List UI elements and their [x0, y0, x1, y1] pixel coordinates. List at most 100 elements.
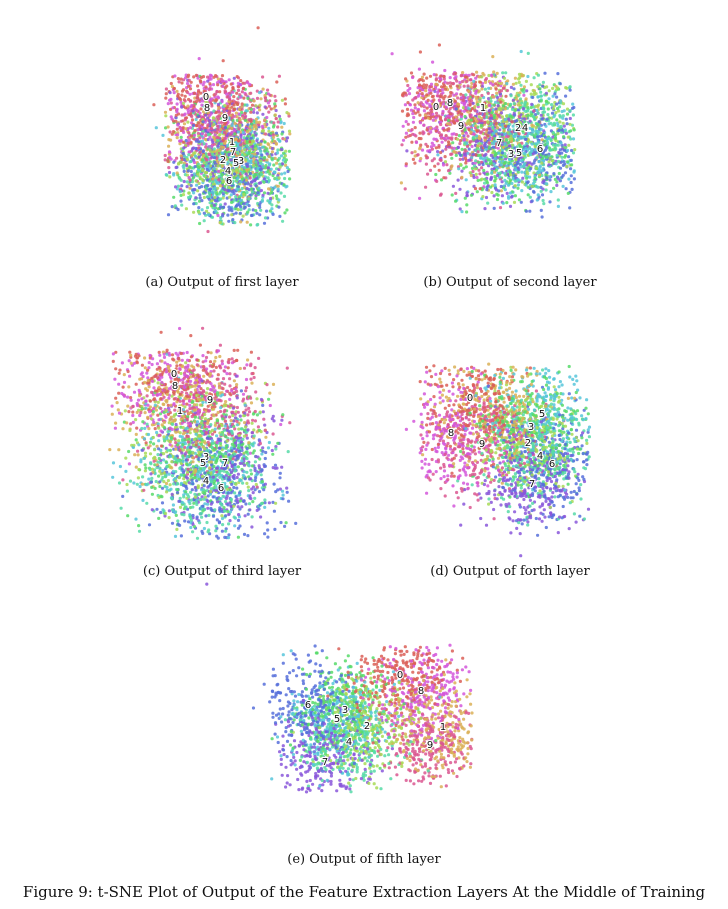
scatter-point-class-6 — [485, 188, 489, 192]
scatter-point-class-0 — [192, 75, 196, 79]
scatter-point-class-5 — [494, 129, 498, 133]
scatter-point-class-2 — [241, 214, 245, 218]
scatter-point-class-1 — [234, 111, 238, 115]
scatter-point-class-3 — [546, 107, 550, 111]
scatter-point-class-5 — [497, 151, 501, 155]
scatter-point-class-1 — [456, 102, 461, 106]
scatter-point-class-1 — [495, 91, 499, 95]
scatter-point-class-9 — [180, 113, 184, 117]
scatter-point-class-6 — [274, 131, 279, 135]
scatter-point-class-6 — [212, 156, 217, 160]
scatter-point-class-9 — [419, 101, 423, 105]
scatter-point-class-1 — [239, 220, 243, 224]
scatter-point-class-4 — [508, 132, 512, 136]
scatter-point-class-3 — [507, 161, 511, 165]
scatter-point-class-6 — [555, 102, 559, 106]
scatter-point-class-7 — [511, 98, 515, 102]
scatter-point-class-2 — [542, 103, 546, 107]
scatter-point-class-0 — [406, 101, 410, 105]
scatter-point-class-9 — [468, 113, 472, 117]
scatter-point-class-9 — [228, 109, 232, 113]
scatter-point-class-6 — [556, 72, 560, 76]
scatter-point-class-9 — [454, 191, 458, 195]
scatter-point-class-1 — [530, 123, 534, 127]
scatter-point-class-7 — [263, 105, 267, 109]
scatter-point-class-0 — [400, 109, 405, 113]
scatter-point-class-6 — [245, 137, 249, 141]
scatter-point-class-0 — [193, 129, 197, 133]
scatter-point-class-4 — [554, 147, 558, 151]
scatter-point-class-7 — [182, 179, 186, 184]
scatter-point-class-4 — [542, 202, 546, 206]
scatter-point-class-3 — [268, 172, 272, 176]
scatter-point-class-5 — [499, 163, 503, 167]
scatter-point-class-0 — [181, 140, 185, 144]
scatter-point-class-6 — [170, 521, 175, 525]
scatter-point-class-0 — [225, 84, 229, 88]
scatter-point-class-7 — [468, 158, 472, 162]
scatter-point-class-5 — [475, 134, 479, 138]
scatter-point-class-6 — [558, 179, 563, 183]
scatter-point-class-8 — [265, 115, 269, 120]
scatter-point-class-5 — [214, 209, 218, 213]
scatter-point-class-8 — [201, 83, 205, 87]
scatter-point-class-2 — [480, 177, 484, 181]
scatter-point-class-0 — [437, 43, 441, 47]
scatter-point-class-6 — [565, 122, 569, 126]
scatter-point-class-8 — [187, 150, 191, 154]
scatter-point-class-7 — [465, 191, 469, 195]
scatter-point-class-9 — [187, 131, 191, 135]
scatter-point-class-3 — [486, 158, 490, 162]
scatter-point-class-3 — [513, 194, 518, 198]
scatter-point-class-8 — [474, 76, 478, 80]
scatter-point-class-2 — [510, 143, 514, 147]
scatter-point-class-1 — [265, 158, 269, 162]
scatter-point-class-7 — [168, 91, 172, 95]
scatter-point-class-2 — [550, 159, 555, 163]
scatter-point-class-7 — [508, 144, 512, 148]
scatter-point-class-6 — [191, 188, 195, 192]
scatter-point-class-1 — [434, 82, 438, 86]
scatter-point-class-0 — [416, 110, 420, 114]
scatter-point-class-8 — [431, 118, 435, 122]
scatter-point-class-5 — [194, 117, 198, 122]
scatter-point-class-4 — [202, 219, 206, 223]
scatter-point-class-1 — [273, 113, 277, 117]
scatter-point-class-5 — [268, 200, 272, 204]
scatter-point-class-1 — [276, 184, 280, 188]
scatter-point-class-7 — [509, 195, 514, 199]
scatter-point-class-2 — [184, 207, 188, 211]
scatter-point-class-8 — [183, 112, 187, 116]
scatter-point-class-5 — [498, 160, 502, 164]
scatter-point-class-9 — [436, 94, 440, 98]
scatter-point-class-3 — [557, 171, 561, 176]
scatter-point-class-7 — [270, 146, 274, 151]
scatter-point-class-8 — [441, 163, 446, 167]
scatter-point-class-6 — [530, 199, 534, 203]
scatter-point-class-0 — [410, 140, 414, 144]
scatter-point-class-8 — [432, 137, 436, 141]
scatter-point-class-9 — [480, 119, 484, 123]
scatter-point-class-7 — [474, 140, 478, 144]
scatter-point-class-8 — [239, 83, 243, 87]
scatter-point-class-5 — [238, 147, 242, 151]
scatter-point-class-7 — [525, 89, 529, 93]
scatter-point-class-7 — [436, 150, 440, 154]
scatter-point-class-9 — [424, 185, 428, 189]
scatter-point-class-6 — [227, 205, 231, 209]
scatter-point-class-6 — [568, 88, 572, 92]
scatter-point-class-5 — [276, 187, 280, 191]
scatter-point-class-1 — [211, 177, 215, 181]
scatter-point-class-3 — [172, 195, 176, 199]
scatter-point-class-4 — [541, 80, 546, 84]
scatter-point-class-3 — [463, 114, 467, 119]
scatter-point-class-5 — [572, 170, 576, 174]
scatter-point-class-9 — [484, 77, 488, 81]
scatter-point-class-6 — [213, 160, 217, 164]
scatter-point-class-9 — [446, 81, 450, 85]
scatter-point-class-0 — [180, 81, 184, 85]
scatter-point-class-3 — [508, 170, 512, 174]
scatter-point-class-9 — [480, 166, 484, 170]
scatter-point-class-6 — [543, 71, 547, 75]
